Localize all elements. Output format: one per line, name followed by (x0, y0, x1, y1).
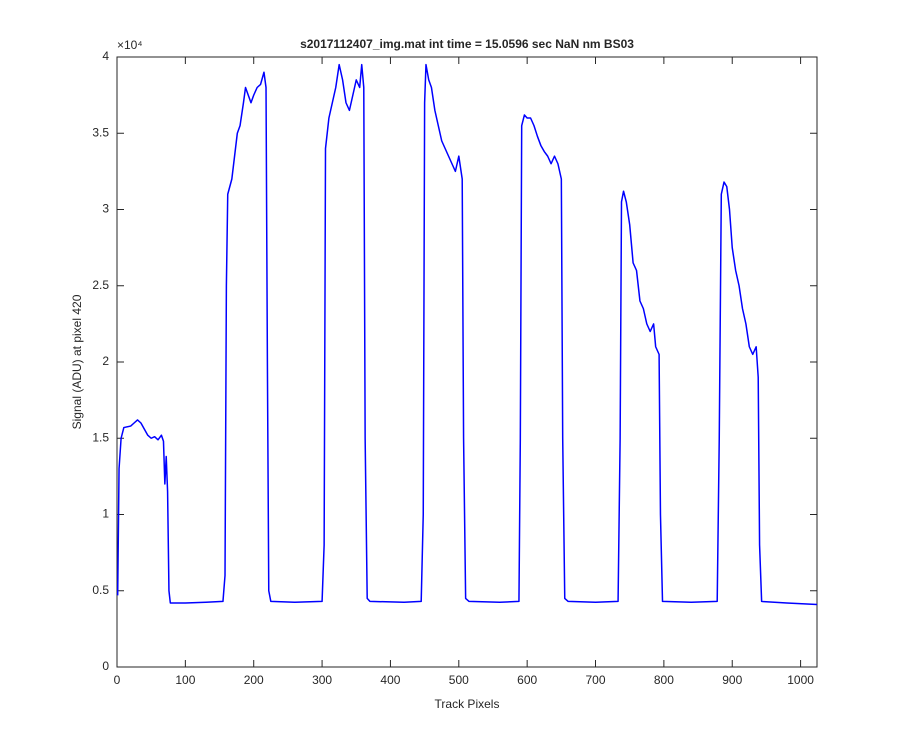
y-tick-label: 3 (102, 202, 109, 216)
y-tick-label: 1 (102, 507, 109, 521)
y-axis-label: Signal (ADU) at pixel 420 (70, 294, 84, 429)
x-axis-label: Track Pixels (435, 697, 500, 711)
x-tick-label: 100 (175, 673, 195, 687)
signal-line (116, 63, 818, 606)
chart-title: s2017112407_img.mat int time = 15.0596 s… (300, 37, 634, 51)
y-tick-label: 0.5 (92, 583, 109, 597)
plot-area (116, 56, 818, 668)
y-tick-label: 3.5 (92, 125, 109, 139)
y-exponent-label: ×10⁴ (117, 38, 143, 52)
x-tick-label: 900 (722, 673, 742, 687)
x-tick-label: 800 (654, 673, 674, 687)
x-tick-label: 0 (114, 673, 121, 687)
y-tick-label: 1.5 (92, 430, 109, 444)
y-tick-label: 0 (102, 659, 109, 673)
x-tick-label: 300 (312, 673, 332, 687)
x-tick-label: 600 (517, 673, 537, 687)
x-tick-label: 400 (380, 673, 400, 687)
y-tick-label: 2.5 (92, 278, 109, 292)
x-tick-label: 700 (586, 673, 606, 687)
y-tick-label: 4 (102, 49, 109, 63)
x-tick-label: 1000 (787, 673, 814, 687)
x-tick-label: 500 (449, 673, 469, 687)
x-tick-label: 200 (244, 673, 264, 687)
y-tick-label: 2 (102, 354, 109, 368)
